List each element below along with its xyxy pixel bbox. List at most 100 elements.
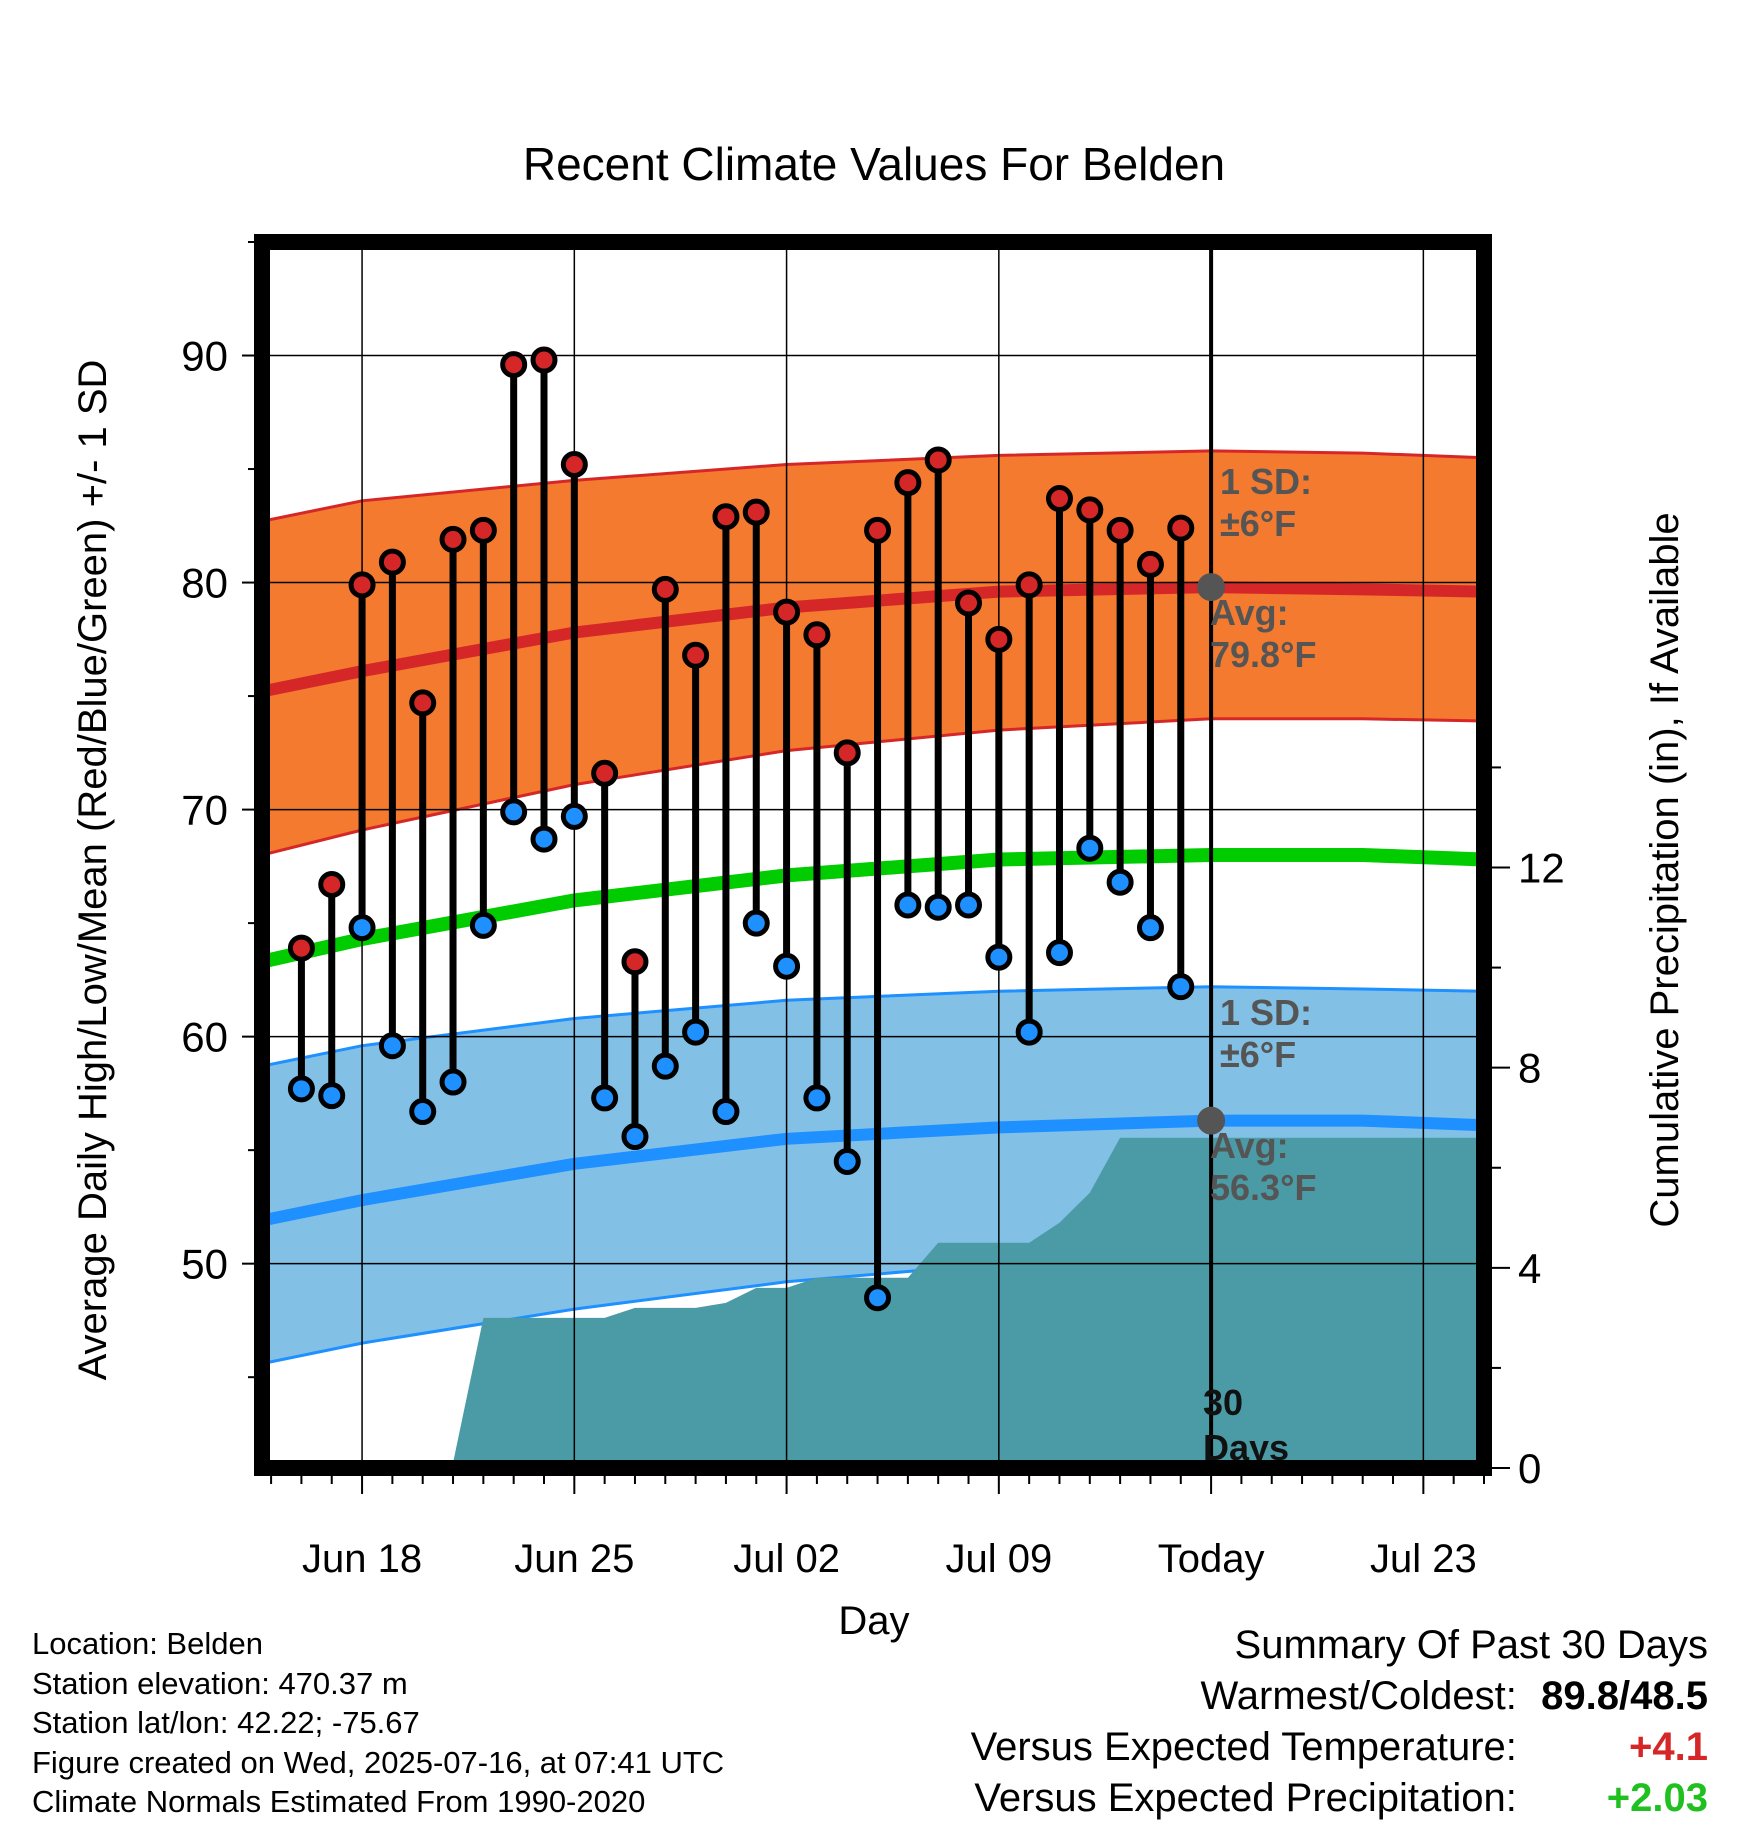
daily-high-point — [712, 503, 740, 531]
plot-frame — [254, 234, 1492, 1476]
left-tick-label: 60 — [181, 1014, 228, 1061]
low-avg-label: Avg: — [1210, 1125, 1289, 1166]
daily-low-point — [560, 802, 588, 830]
low-sd-value: ±6°F — [1220, 1034, 1296, 1075]
location-text: Location: Belden — [32, 1626, 263, 1661]
daily-low-point — [287, 1075, 315, 1103]
daily-high-point — [1167, 514, 1195, 542]
latlon-text: Station lat/lon: 42.22; -75.67 — [32, 1705, 420, 1740]
right-tick-label: 0 — [1518, 1445, 1541, 1492]
daily-low-point — [348, 914, 376, 942]
daily-low-point — [864, 1284, 892, 1312]
y-axis-label-left: Average Daily High/Low/Mean (Red/Blue/Gr… — [71, 360, 115, 1381]
temp-anomaly-row: Versus Expected Temperature: +4.1 — [971, 1722, 1708, 1773]
x-tick-label: Today — [1158, 1537, 1265, 1581]
x-axis-label: Day — [838, 1599, 909, 1643]
daily-low-point — [469, 911, 497, 939]
daily-low-point — [955, 891, 983, 919]
warm-cold-row: Warmest/Coldest: 89.8/48.5 — [971, 1671, 1709, 1722]
daily-low-point — [712, 1098, 740, 1126]
high-avg-label: Avg: — [1210, 592, 1289, 633]
daily-low-point — [742, 909, 770, 937]
chart-title: Recent Climate Values For Belden — [523, 138, 1225, 190]
x-tick-label: Jul 09 — [945, 1537, 1052, 1581]
daily-high-point — [1045, 485, 1073, 513]
daily-low-point — [318, 1082, 346, 1110]
daily-high-point — [742, 498, 770, 526]
daily-high-point — [500, 351, 528, 379]
daily-low-point — [378, 1032, 406, 1060]
daily-high-point — [1106, 516, 1134, 544]
high-sd-value: ±6°F — [1220, 503, 1296, 544]
today-low-avg-dot — [1197, 1106, 1226, 1135]
daily-high-point — [378, 548, 406, 576]
daily-high-point — [985, 625, 1013, 653]
low-avg-value: 56.3°F — [1210, 1167, 1316, 1208]
daily-low-point — [591, 1084, 619, 1112]
daily-high-point — [1136, 550, 1164, 578]
daily-low-point — [803, 1084, 831, 1112]
warm-cold-label: Warmest/Coldest: — [1200, 1674, 1517, 1718]
daily-low-point — [530, 825, 558, 853]
daily-low-point — [894, 891, 922, 919]
daily-low-point — [409, 1098, 437, 1126]
daily-high-point — [591, 759, 619, 787]
daily-high-point — [773, 598, 801, 626]
days-count-label: 30 — [1203, 1382, 1243, 1423]
y-axis-label-right: Cumulative Precipitation (in), If Availa… — [1643, 512, 1687, 1227]
plot-area — [262, 242, 1484, 1468]
right-tick-label: 8 — [1518, 1045, 1541, 1092]
daily-high-point — [682, 641, 710, 669]
normals-text: Climate Normals Estimated From 1990-2020 — [32, 1784, 646, 1819]
daily-high-point — [409, 689, 437, 717]
summary-panel: Summary Of Past 30 Days Warmest/Coldest:… — [971, 1620, 1708, 1824]
summary-title: Summary Of Past 30 Days — [1234, 1623, 1708, 1667]
high-sd-label: 1 SD: — [1220, 461, 1312, 502]
axes: 50 60 70 80 90 0 4 8 12 Jun 18 Jun 25 Jul 02 Jul 09 T… — [181, 234, 1565, 1581]
daily-high-point — [287, 934, 315, 962]
daily-high-point — [439, 525, 467, 553]
daily-low-point — [773, 952, 801, 980]
high-band-lower-edge — [262, 717, 1484, 857]
daily-low-point — [1136, 914, 1164, 942]
daily-low-point — [1045, 939, 1073, 967]
daily-low-point — [621, 1123, 649, 1151]
right-tick-label: 4 — [1518, 1245, 1541, 1292]
daily-low-point — [1106, 868, 1134, 896]
daily-high-point — [348, 571, 376, 599]
daily-high-point — [833, 739, 861, 767]
daily-high-point — [560, 450, 588, 478]
daily-high-point — [803, 621, 831, 649]
precip-anomaly-value: +2.03 — [1606, 1776, 1708, 1820]
daily-low-point — [1167, 973, 1195, 1001]
daily-low-point — [500, 798, 528, 826]
daily-low-point — [651, 1052, 679, 1080]
normal-low-line — [262, 1114, 1484, 1227]
daily-low-point — [1076, 834, 1104, 862]
elevation-text: Station elevation: 470.37 m — [32, 1665, 408, 1701]
precip-anomaly-label: Versus Expected Precipitation: — [974, 1776, 1517, 1820]
high-avg-value: 79.8°F — [1210, 634, 1316, 675]
left-tick-label: 80 — [181, 560, 228, 607]
temp-anomaly-label: Versus Expected Temperature: — [970, 1725, 1517, 1769]
right-tick-label: 12 — [1518, 845, 1565, 892]
daily-high-point — [864, 516, 892, 544]
warm-cold-value: 89.8/48.5 — [1541, 1674, 1708, 1718]
created-text: Figure created on Wed, 2025-07-16, at 07… — [32, 1744, 725, 1780]
station-info: Location: Belden Station elevation: 470.… — [32, 1624, 724, 1822]
daily-high-point — [621, 948, 649, 976]
low-sd-band — [262, 986, 1484, 1364]
high-band-upper-edge — [262, 449, 1484, 523]
daily-high-point — [1015, 571, 1043, 599]
daily-high-point — [469, 516, 497, 544]
precip-anomaly-row: Versus Expected Precipitation: +2.03 — [971, 1773, 1708, 1824]
daily-high-point — [318, 871, 346, 899]
daily-high-point — [955, 589, 983, 617]
left-tick-label: 70 — [181, 787, 228, 834]
daily-low-point — [924, 893, 952, 921]
x-tick-label: Jul 02 — [733, 1537, 840, 1581]
x-tick-label: Jul 23 — [1370, 1537, 1477, 1581]
x-tick-label: Jun 25 — [514, 1537, 634, 1581]
low-sd-label: 1 SD: — [1220, 992, 1312, 1033]
